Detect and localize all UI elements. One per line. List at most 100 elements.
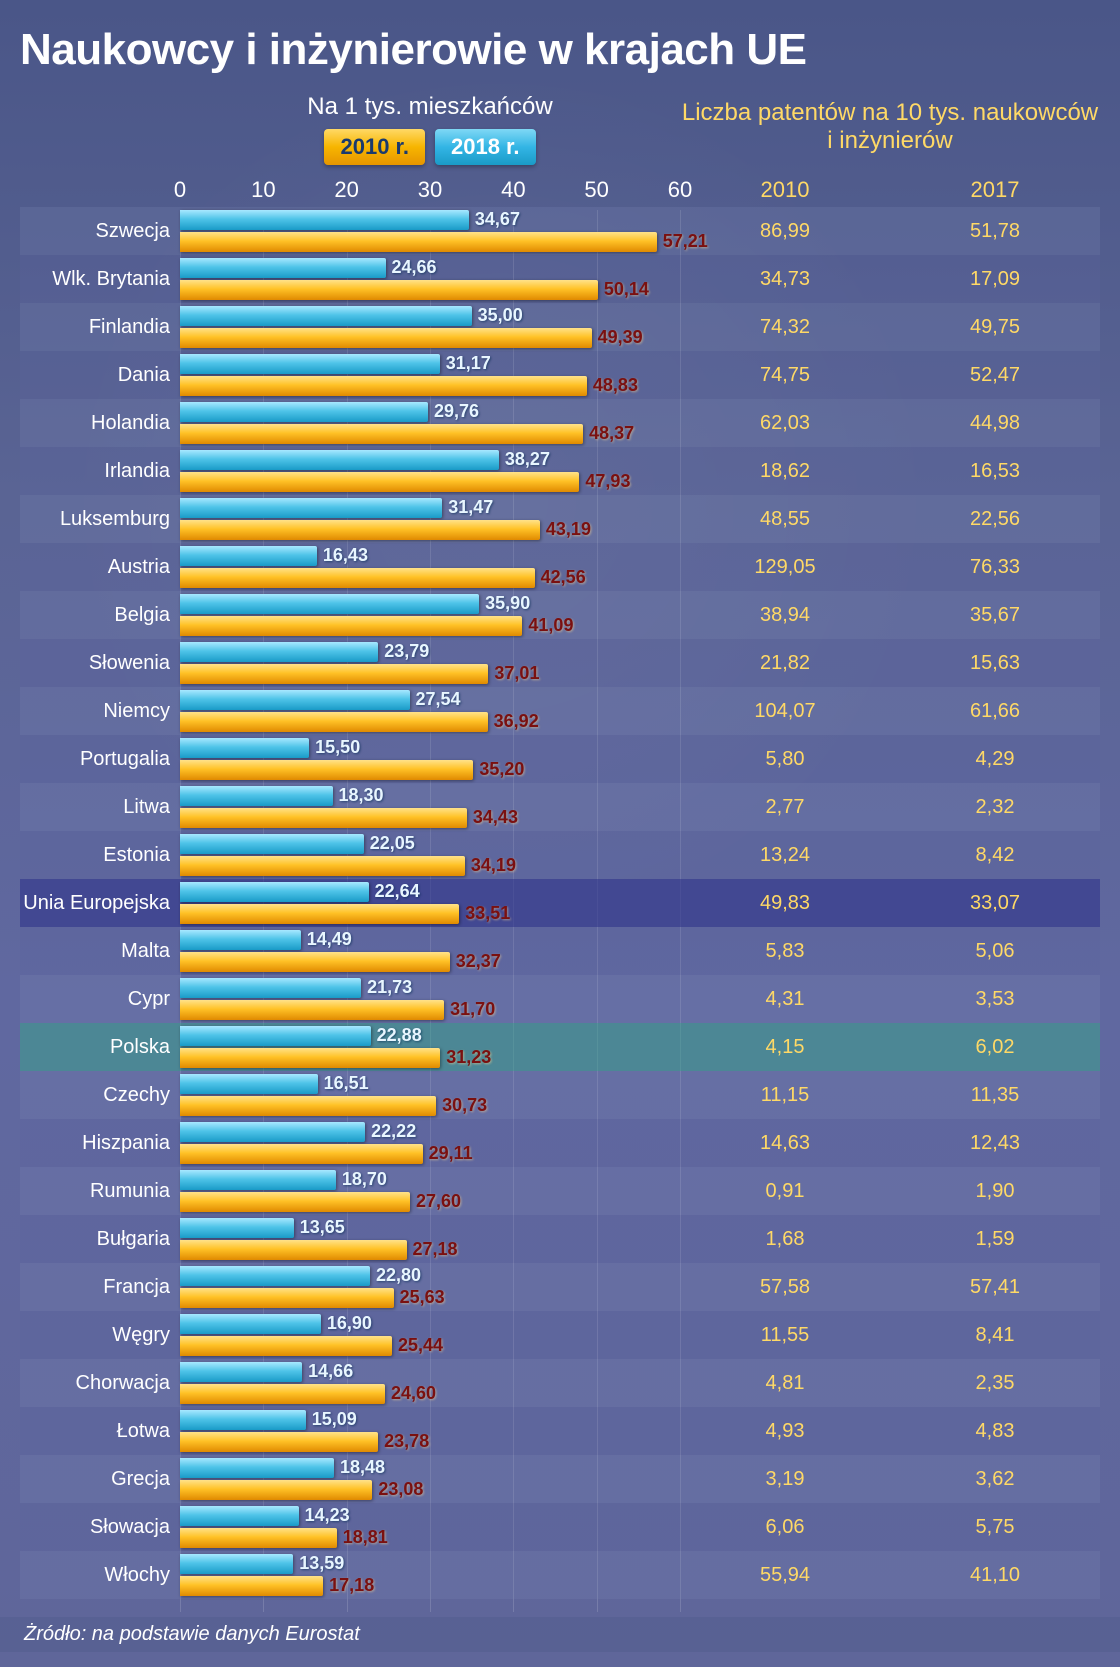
bar-value-2018: 16,43 [323, 545, 368, 566]
bar-2010 [180, 664, 488, 684]
patent-2017: 44,98 [890, 412, 1100, 435]
patents-cell: 0,911,90 [680, 1180, 1100, 1203]
patent-2010: 5,83 [680, 940, 890, 963]
patent-2017: 8,42 [890, 844, 1100, 867]
patent-2017: 4,29 [890, 748, 1100, 771]
data-row: Polska22,8831,234,156,02 [20, 1023, 1100, 1071]
bar-2010 [180, 1288, 394, 1308]
bar-2010 [180, 808, 467, 828]
axis-label-spacer [20, 177, 180, 203]
bar-2018 [180, 1314, 321, 1334]
patent-2010: 4,15 [680, 1036, 890, 1059]
bar-value-2010: 35,20 [479, 759, 524, 780]
patents-cell: 104,0761,66 [680, 700, 1100, 723]
bar-2018 [180, 210, 469, 230]
bar-2018 [180, 1122, 365, 1142]
bar-value-2018: 13,59 [299, 1553, 344, 1574]
bar-2018 [180, 1410, 306, 1430]
bar-value-2018: 27,54 [416, 689, 461, 710]
patent-2010: 14,63 [680, 1132, 890, 1155]
country-label: Łotwa [20, 1420, 180, 1443]
bar-value-2010: 33,51 [465, 903, 510, 924]
bar-header: Na 1 tys. mieszkańców 2010 r. 2018 r. [20, 93, 680, 177]
bar-value-2018: 13,65 [300, 1217, 345, 1238]
patent-2017: 22,56 [890, 508, 1100, 531]
bar-2018 [180, 594, 479, 614]
data-rows: Szwecja34,6757,2186,9951,78Wlk. Brytania… [20, 207, 1100, 1599]
patent-2017: 5,75 [890, 1516, 1100, 1539]
bar-2010 [180, 1576, 323, 1596]
bar-value-2010: 24,60 [391, 1383, 436, 1404]
bar-2018 [180, 834, 364, 854]
bar-2018 [180, 306, 472, 326]
bar-2018 [180, 1554, 293, 1574]
patent-2017: 17,09 [890, 268, 1100, 291]
data-row: Cypr21,7331,704,313,53 [20, 975, 1100, 1023]
country-label: Niemcy [20, 700, 180, 723]
x-axis-ticks: 0102030405060 [180, 177, 680, 203]
x-tick: 50 [584, 177, 608, 203]
bar-value-2018: 31,47 [448, 497, 493, 518]
country-label: Słowenia [20, 652, 180, 675]
bar-2010 [180, 1480, 372, 1500]
patent-2017: 1,59 [890, 1228, 1100, 1251]
data-row: Finlandia35,0049,3974,3249,75 [20, 303, 1100, 351]
bars-cell: 29,76 48,37 [180, 399, 680, 447]
patent-2017: 52,47 [890, 364, 1100, 387]
data-row: Rumunia18,7027,600,911,90 [20, 1167, 1100, 1215]
bars-cell: 22,8025,63 [180, 1263, 680, 1311]
patent-2010: 2,77 [680, 796, 890, 819]
bar-value-2010: 34,43 [473, 807, 518, 828]
data-row: Holandia29,7648,3762,0344,98 [20, 399, 1100, 447]
bars-cell: 35,9041,09 [180, 591, 680, 639]
bars-cell: 18,3034,43 [180, 783, 680, 831]
legend: 2010 r. 2018 r. [180, 129, 680, 165]
bar-value-2010: 50,14 [604, 279, 649, 300]
patents-header: Liczba patentów na 10 tys. naukowców i i… [680, 93, 1100, 177]
bar-value-2010: 47,93 [585, 471, 630, 492]
patents-cell: 5,804,29 [680, 748, 1100, 771]
x-tick: 30 [418, 177, 442, 203]
bar-value-2018: 18,48 [340, 1457, 385, 1478]
country-label: Malta [20, 940, 180, 963]
patent-2010: 74,75 [680, 364, 890, 387]
bar-2010 [180, 856, 465, 876]
bar-value-2018: 29,76 [434, 401, 479, 422]
data-row: Chorwacja14,6624,604,812,35 [20, 1359, 1100, 1407]
bar-value-2010: 32,37 [456, 951, 501, 972]
bar-2018 [180, 1074, 318, 1094]
patent-2010: 1,68 [680, 1228, 890, 1251]
bar-value-2010: 48,37 [589, 423, 634, 444]
country-label: Szwecja [20, 220, 180, 243]
patents-cell: 5,835,06 [680, 940, 1100, 963]
bar-2010 [180, 1048, 440, 1068]
bar-value-2010: 27,60 [416, 1191, 461, 1212]
bar-value-2018: 14,23 [305, 1505, 350, 1526]
bar-2018 [180, 930, 301, 950]
patents-cell: 13,248,42 [680, 844, 1100, 867]
data-row: Wlk. Brytania24,6650,1434,7317,09 [20, 255, 1100, 303]
bar-2010 [180, 328, 592, 348]
patent-2017: 61,66 [890, 700, 1100, 723]
patents-cell: 57,5857,41 [680, 1276, 1100, 1299]
bar-value-2010: 42,56 [541, 567, 586, 588]
data-row: Bułgaria13,6527,181,681,59 [20, 1215, 1100, 1263]
bar-value-2018: 24,66 [392, 257, 437, 278]
chart-container: Naukowcy i inżynierowie w krajach UE Na … [0, 0, 1120, 1667]
data-row: Estonia22,0534,1913,248,42 [20, 831, 1100, 879]
patent-2017: 6,02 [890, 1036, 1100, 1059]
patent-2017: 8,41 [890, 1324, 1100, 1347]
patent-2017: 33,07 [890, 892, 1100, 915]
patents-year-headers: 2010 2017 [680, 177, 1100, 203]
data-row: Hiszpania22,2229,1114,6312,43 [20, 1119, 1100, 1167]
bars-cell: 15,0923,78 [180, 1407, 680, 1455]
patent-2017: 3,53 [890, 988, 1100, 1011]
patent-2010: 104,07 [680, 700, 890, 723]
country-label: Unia Europejska [20, 892, 180, 915]
country-label: Austria [20, 556, 180, 579]
bars-cell: 18,7027,60 [180, 1167, 680, 1215]
patent-2010: 48,55 [680, 508, 890, 531]
data-row: Litwa18,3034,432,772,32 [20, 783, 1100, 831]
patent-2010: 3,19 [680, 1468, 890, 1491]
patent-2010: 4,31 [680, 988, 890, 1011]
